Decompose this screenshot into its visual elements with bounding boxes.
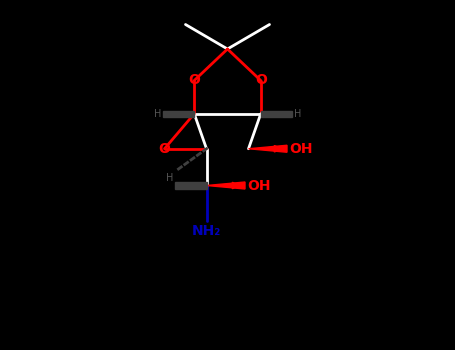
Polygon shape bbox=[175, 182, 207, 189]
Text: O: O bbox=[188, 74, 200, 88]
Text: OH: OH bbox=[289, 142, 312, 156]
Text: O: O bbox=[158, 142, 171, 156]
Text: OH: OH bbox=[247, 178, 270, 192]
Text: H: H bbox=[154, 109, 161, 119]
Polygon shape bbox=[207, 182, 245, 189]
Text: H: H bbox=[166, 173, 173, 183]
Text: H: H bbox=[294, 109, 301, 119]
Polygon shape bbox=[163, 111, 194, 117]
Polygon shape bbox=[248, 145, 287, 152]
Polygon shape bbox=[261, 111, 292, 117]
Text: O: O bbox=[255, 74, 267, 88]
Text: NH₂: NH₂ bbox=[192, 224, 221, 238]
